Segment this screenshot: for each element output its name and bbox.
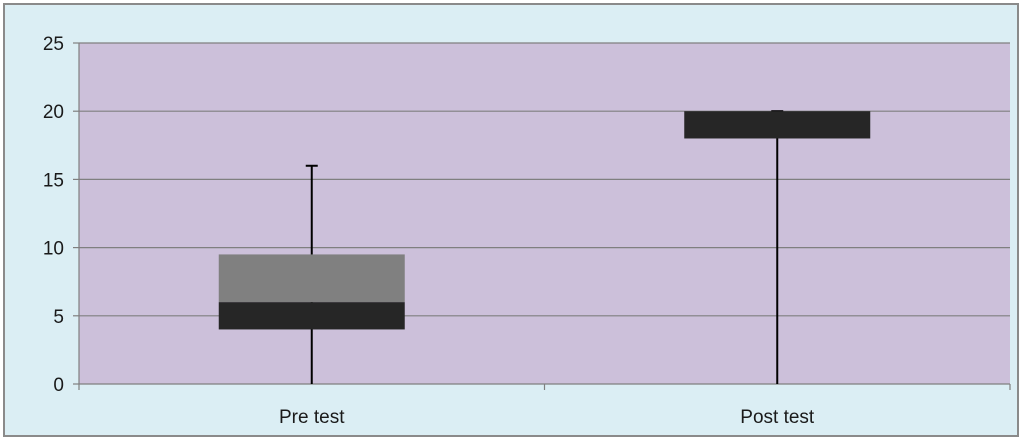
y-tick-label: 10 [43, 239, 64, 260]
upper-box [218, 254, 405, 303]
x-tick-label: Post test [740, 407, 815, 428]
box-pre-test [218, 164, 405, 384]
tick-labels: 0 5 10 15 20 25 Pre test Post test [43, 34, 815, 428]
boxes [218, 110, 871, 384]
y-tick-label: 5 [53, 307, 64, 328]
lower-box [218, 302, 405, 330]
y-tick-label: 15 [43, 170, 64, 191]
lower-box [684, 111, 871, 139]
box-post-test [684, 110, 871, 384]
x-tick-label: Pre test [279, 407, 345, 428]
y-tick-label: 0 [53, 375, 64, 396]
plot-area [79, 43, 1010, 384]
y-tick-label: 20 [43, 102, 64, 123]
y-tick-label: 25 [43, 34, 64, 55]
axes [73, 42, 1011, 390]
